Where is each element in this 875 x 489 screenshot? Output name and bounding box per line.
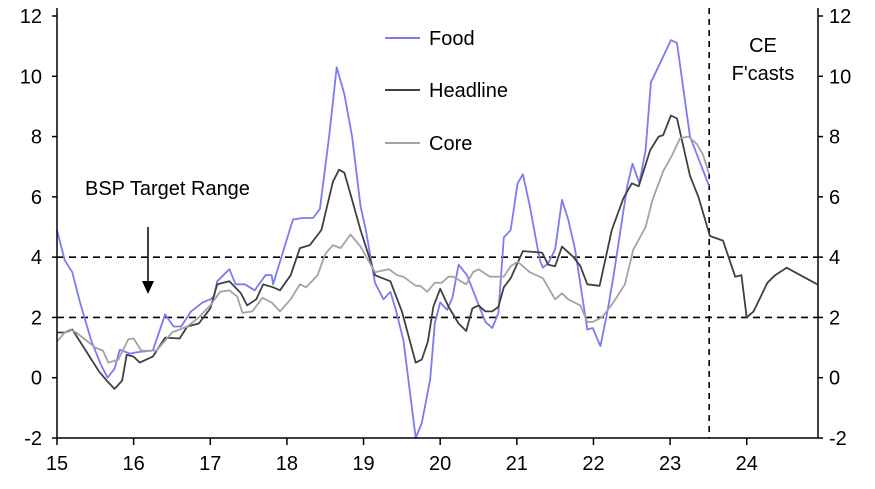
reference-lines <box>57 8 818 438</box>
y-tick-label-right: 0 <box>829 368 840 390</box>
y-tick-label-left: 4 <box>31 247 42 269</box>
x-tick-label: 16 <box>123 453 145 475</box>
y-tick-label-left: 6 <box>31 187 42 209</box>
x-tick-label: 17 <box>199 453 221 475</box>
series-lines <box>56 39 818 439</box>
series-line-core <box>56 135 711 364</box>
legend-label-headline: Headline <box>429 80 508 102</box>
x-tick-label: 18 <box>276 453 298 475</box>
legend: Food Headline Core <box>385 28 508 155</box>
series-line-food <box>56 39 711 439</box>
y-tick-label-right: -2 <box>829 428 847 450</box>
x-tick-label: 24 <box>736 453 758 475</box>
x-tick-label: 15 <box>46 453 68 475</box>
y-tick-label-left: 12 <box>20 6 42 28</box>
y-tick-label-left: 2 <box>31 307 42 329</box>
y-tick-label-right: 10 <box>829 66 851 88</box>
y-tick-label-right: 6 <box>829 187 840 209</box>
x-tick-label: 23 <box>659 453 681 475</box>
x-tick-label: 22 <box>582 453 604 475</box>
series-line-headline <box>57 114 818 390</box>
y-tick-label-left: 0 <box>31 368 42 390</box>
y-tick-label-left: 10 <box>20 66 42 88</box>
target-range-arrow-head <box>142 281 154 294</box>
y-tick-label-right: 12 <box>829 6 851 28</box>
y-tick-label-left: 8 <box>31 127 42 149</box>
legend-label-food: Food <box>429 28 475 50</box>
x-tick-label: 20 <box>429 453 451 475</box>
y-tick-label-right: 4 <box>829 247 840 269</box>
y-tick-label-left: -2 <box>24 428 42 450</box>
x-tick-label: 19 <box>352 453 374 475</box>
y-tick-label-right: 2 <box>829 307 840 329</box>
legend-label-core: Core <box>429 133 472 155</box>
forecast-annotation-line1: CE <box>749 35 777 57</box>
x-tick-label: 21 <box>506 453 528 475</box>
forecast-annotation-line2: F'casts <box>732 63 795 85</box>
y-tick-label-right: 8 <box>829 127 840 149</box>
target-range-annotation: BSP Target Range <box>85 178 250 200</box>
